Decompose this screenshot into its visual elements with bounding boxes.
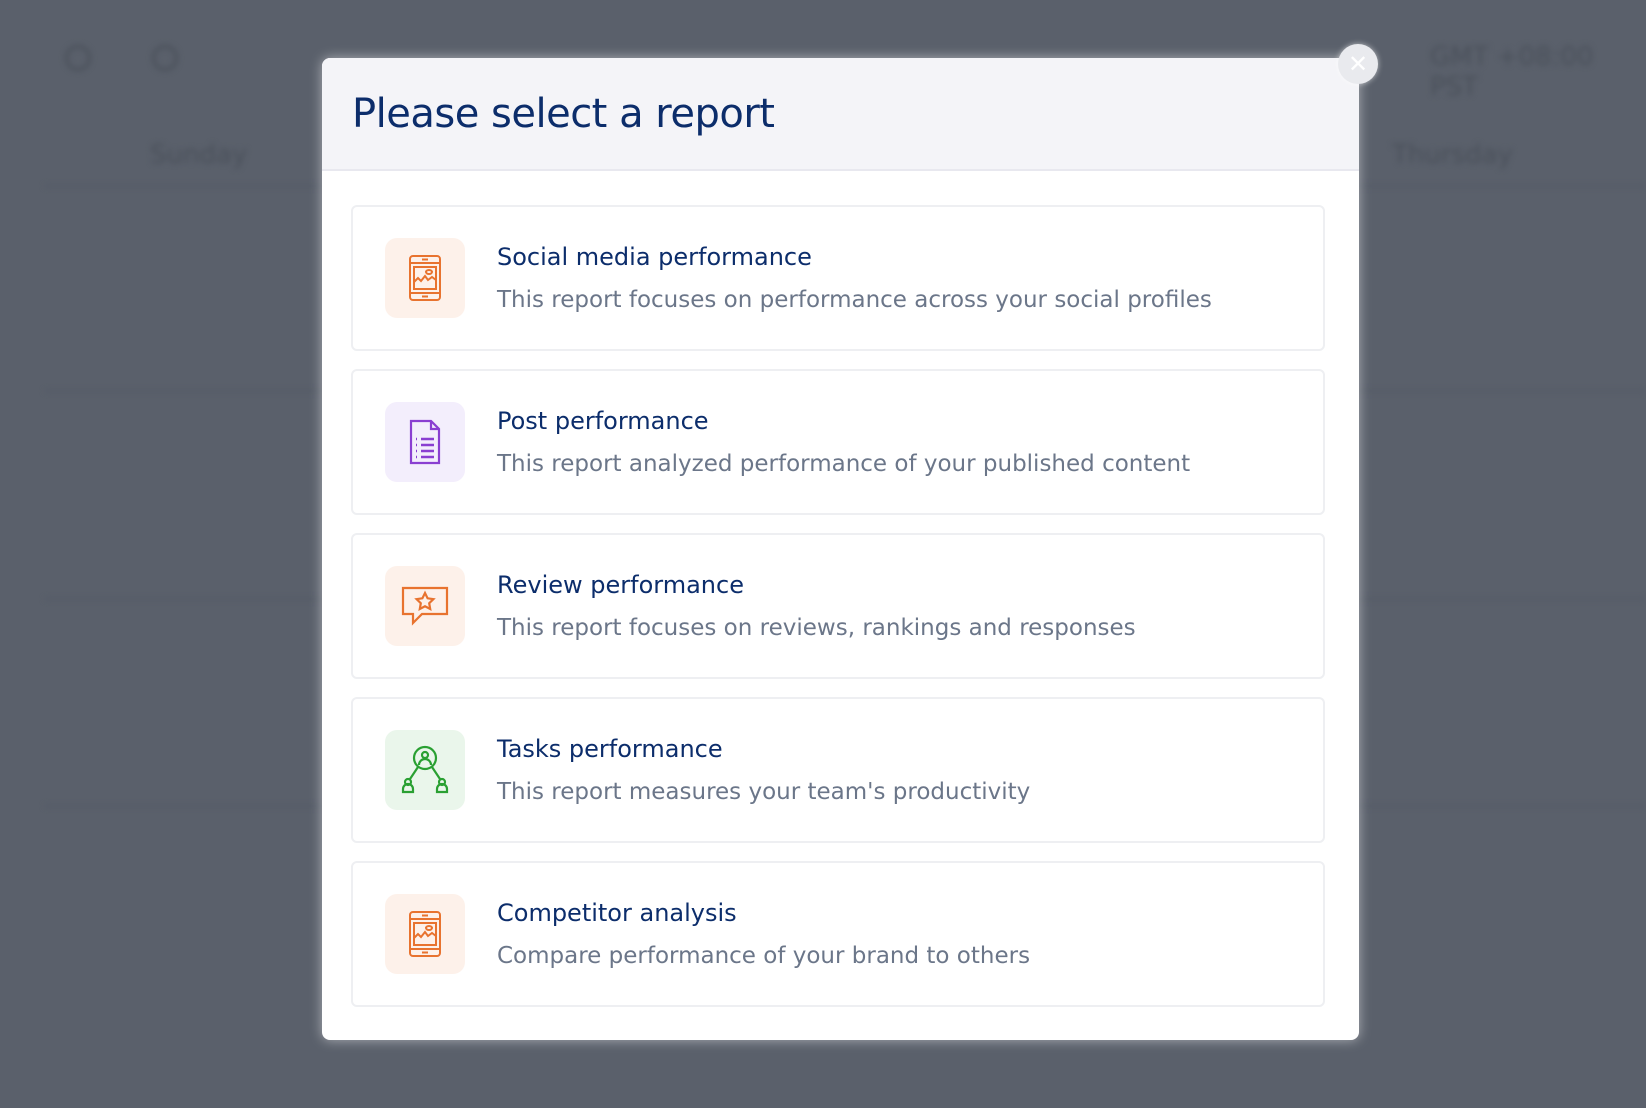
report-title: Competitor analysis <box>497 899 737 927</box>
day-header-sunday: Sunday <box>150 140 248 170</box>
report-option-review-performance[interactable]: Review performance This report focuses o… <box>351 533 1325 679</box>
report-option-competitor-analysis[interactable]: Competitor analysis Compare performance … <box>351 861 1325 1007</box>
report-description: This report analyzed performance of your… <box>497 451 1191 477</box>
report-option-tasks-performance[interactable]: Tasks performance This report measures y… <box>351 697 1325 843</box>
report-description: This report focuses on reviews, rankings… <box>497 615 1136 641</box>
report-title: Review performance <box>497 571 744 599</box>
report-description: This report focuses on performance acros… <box>497 287 1212 313</box>
document-list-icon <box>385 402 465 482</box>
close-button[interactable]: ✕ <box>1338 44 1378 84</box>
tablet-chart-icon <box>385 894 465 974</box>
timezone-label: GMT +08:00 PST <box>1430 42 1594 102</box>
modal-title: Please select a report <box>352 90 775 137</box>
team-network-icon <box>385 730 465 810</box>
report-option-social-media-performance[interactable]: Social media performance This report foc… <box>351 205 1325 351</box>
refresh-icon <box>152 45 178 71</box>
tablet-chart-icon <box>385 238 465 318</box>
star-chat-icon <box>385 566 465 646</box>
day-header-thursday: Thursday <box>1392 140 1513 170</box>
report-title: Post performance <box>497 407 709 435</box>
select-report-modal: Please select a report Social media perf… <box>322 58 1359 1040</box>
settings-icon <box>65 45 91 71</box>
report-title: Tasks performance <box>497 735 723 763</box>
report-description: Compare performance of your brand to oth… <box>497 943 1031 969</box>
report-description: This report measures your team's product… <box>497 779 1031 805</box>
report-title: Social media performance <box>497 243 812 271</box>
report-option-post-performance[interactable]: Post performance This report analyzed pe… <box>351 369 1325 515</box>
modal-header: Please select a report <box>322 58 1359 171</box>
close-icon: ✕ <box>1347 50 1369 78</box>
